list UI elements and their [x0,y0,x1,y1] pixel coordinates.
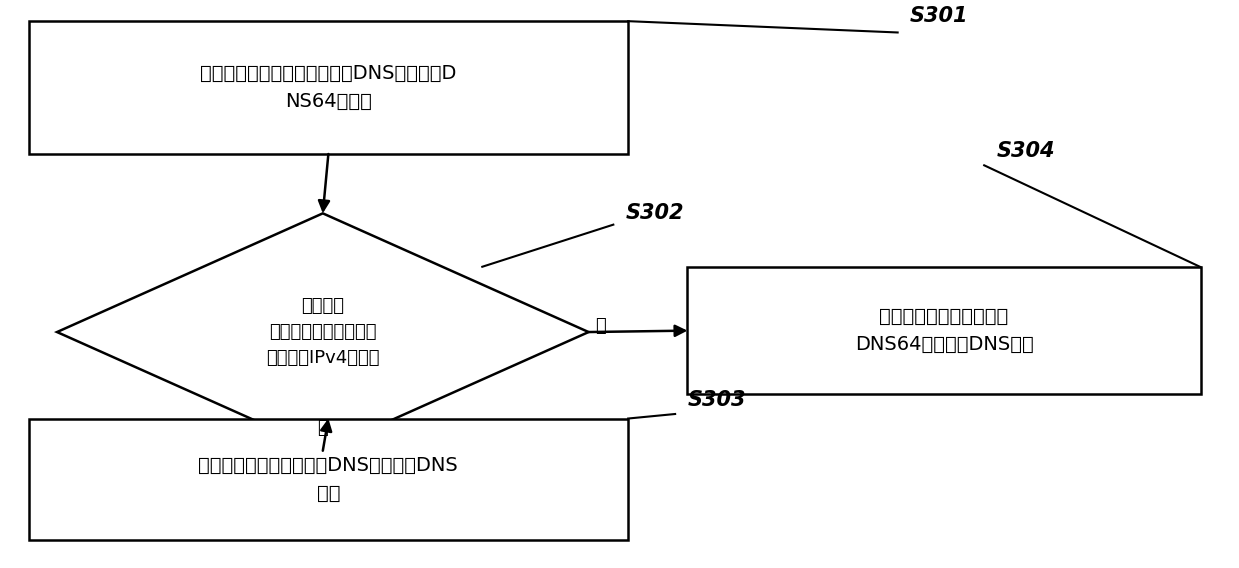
Text: S301: S301 [909,6,969,26]
Polygon shape [57,214,589,451]
Text: 为所述终端分配指向所述
DNS64服务器的DNS地址: 为所述终端分配指向所述 DNS64服务器的DNS地址 [855,307,1033,354]
Text: 否: 否 [596,318,606,335]
Text: S304: S304 [996,141,1056,161]
Bar [28,21,628,154]
Text: 为所述终端分配指向所述DNS服务器的DNS
地址: 为所述终端分配指向所述DNS服务器的DNS 地址 [198,456,458,503]
Text: S302: S302 [626,203,684,223]
Text: 是: 是 [317,419,328,437]
Text: 为网关的同一接入点同时配置DNS服务器及D
NS64服务器: 为网关的同一接入点同时配置DNS服务器及D NS64服务器 [201,64,456,111]
Bar [28,419,628,540]
Text: S303: S303 [688,390,746,410]
Bar [688,267,1201,394]
Text: 判断请求
访问网络服务器的终端
是否支持IPv4协议栈: 判断请求 访问网络服务器的终端 是否支持IPv4协议栈 [266,296,379,367]
